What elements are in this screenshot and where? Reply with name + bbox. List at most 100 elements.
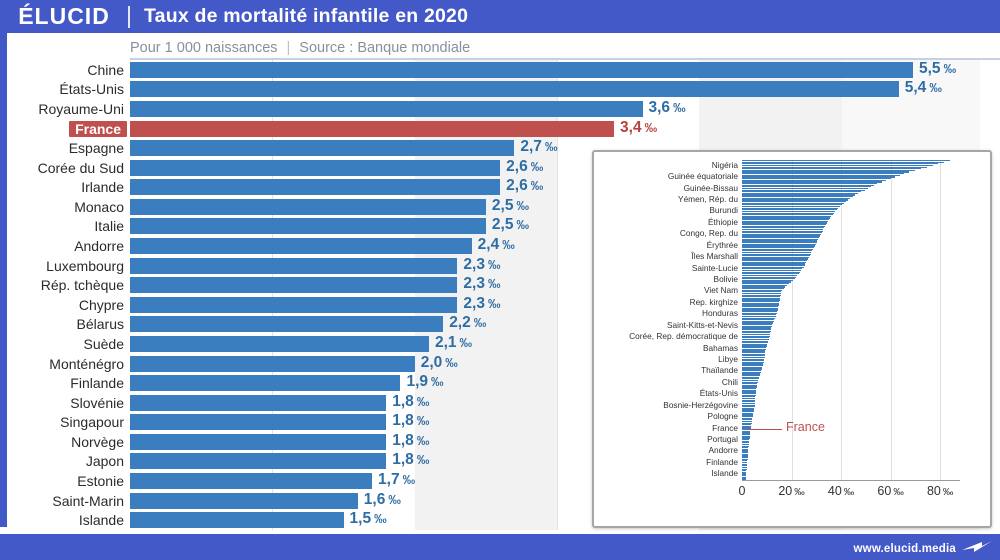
inset-bar <box>742 196 853 198</box>
chart-bar-row: 2,5 ‰ <box>130 216 980 238</box>
chart-bar-row: 2,3 ‰ <box>130 256 980 278</box>
chart-value-label: 1,7 ‰ <box>378 472 415 488</box>
inset-bar <box>742 435 750 437</box>
inset-bar <box>742 478 746 480</box>
chart-value-label: 2,3 ‰ <box>463 276 500 292</box>
inset-bar <box>742 250 813 252</box>
inset-bar <box>742 363 764 365</box>
inset-bar <box>742 383 758 385</box>
inset-bar <box>742 166 927 168</box>
inset-bar <box>742 288 784 290</box>
inset-bar <box>742 437 750 439</box>
inset-bar <box>742 468 747 470</box>
inset-plot-area <box>742 160 960 480</box>
inset-category-label: Portugal <box>707 434 738 444</box>
inset-bar <box>742 269 802 272</box>
inset-bar <box>742 220 828 222</box>
inset-bar <box>742 243 816 245</box>
inset-bar <box>742 376 760 378</box>
category-label: Finlande <box>70 375 124 392</box>
chart-value-number: 1,7 <box>378 471 400 489</box>
inset-bar <box>742 471 747 473</box>
inset-bar <box>742 340 769 342</box>
inset-bar <box>742 176 896 178</box>
footer-bar <box>0 534 1000 560</box>
chart-value-label: 1,8 ‰ <box>392 432 430 449</box>
per-mille-symbol: ‰ <box>431 375 444 390</box>
inset-tick-label: 20 ‰ <box>778 484 804 498</box>
inset-x-axis <box>742 480 960 481</box>
inset-bar <box>742 320 774 322</box>
inset-bar <box>742 205 841 208</box>
chart-bar-row: 2,5 ‰ <box>130 197 980 219</box>
per-mille-symbol: ‰ <box>416 414 430 429</box>
inset-category-label: États-Unis <box>699 388 738 399</box>
chart-value-number: 2,0 <box>420 353 443 371</box>
chart-bar-row: 2,3 ‰ <box>130 276 980 297</box>
inset-bar <box>742 232 822 234</box>
per-mille-symbol: ‰ <box>942 486 954 498</box>
inset-category-label: Libye <box>718 354 738 364</box>
chart-bar-row: 1,8 ‰ <box>130 432 980 454</box>
inset-bar <box>742 417 753 419</box>
inset-bar <box>742 310 778 313</box>
inset-bar <box>742 455 748 457</box>
inset-bar <box>742 292 781 295</box>
inset-bar <box>742 297 780 300</box>
category-label: Irlande <box>81 179 124 196</box>
inset-bar <box>742 246 814 249</box>
per-mille-symbol: ‰ <box>416 453 430 468</box>
per-mille-symbol: ‰ <box>416 433 430 448</box>
inset-bar <box>742 327 772 329</box>
inset-bar <box>742 255 810 257</box>
inset-bar <box>742 476 746 478</box>
inset-bar <box>742 314 777 316</box>
inset-category-label: Thaïlande <box>701 365 738 376</box>
inset-category-label: Yémen, Rép. du <box>678 194 738 204</box>
per-mille-symbol: ‰ <box>516 198 529 213</box>
inset-bar <box>742 194 856 196</box>
chart-bar-row: 2,2 ‰ <box>130 315 980 336</box>
inset-bar <box>742 374 760 377</box>
chart-gridline <box>557 60 559 530</box>
inset-category-label: Islande <box>711 468 738 479</box>
inset-category-label: Pologne <box>707 411 738 422</box>
category-label: France <box>69 120 127 137</box>
chart-bar-row: 1,8 ‰ <box>130 452 980 473</box>
inset-bar <box>742 350 766 352</box>
inset-bar <box>742 189 865 191</box>
inset-bar <box>742 412 754 414</box>
inset-bar <box>742 343 768 345</box>
chart-bar-row: 1,9 ‰ <box>130 373 980 395</box>
chart-value-number: 1,6 <box>363 490 386 508</box>
chart-value-label: 3,4 ‰ <box>620 119 657 136</box>
chart-gridline <box>272 60 274 530</box>
inset-category-label: Rep. kirghize <box>689 296 738 307</box>
inset-bar <box>742 168 921 170</box>
chart-bar <box>130 375 401 392</box>
inset-bar <box>742 381 758 383</box>
inset-bar <box>742 338 769 341</box>
inset-bar <box>742 424 752 426</box>
inset-bar <box>742 373 761 375</box>
inset-tick-number: 80 <box>926 484 941 498</box>
inset-bar <box>742 182 878 185</box>
inset-bar <box>742 258 808 260</box>
category-label: Corée du Sud <box>37 159 124 176</box>
inset-category-label: Nigéria <box>711 159 738 170</box>
inset-bar <box>742 352 766 354</box>
inset-bar <box>742 388 757 390</box>
inset-bar <box>742 319 775 321</box>
chart-bar <box>130 433 387 450</box>
inset-bar <box>742 184 874 186</box>
chart-value-number: 1,9 <box>406 373 429 391</box>
subtitle-underline <box>130 58 1000 60</box>
category-label: Espagne <box>68 140 124 157</box>
chart-value-number: 2,5 <box>491 216 514 234</box>
chart-value-number: 1,8 <box>392 392 414 410</box>
inset-bar <box>742 406 755 408</box>
inset-bar <box>742 345 767 347</box>
inset-bar <box>742 271 800 273</box>
inset-bar <box>742 443 749 446</box>
inset-bar <box>742 335 770 337</box>
